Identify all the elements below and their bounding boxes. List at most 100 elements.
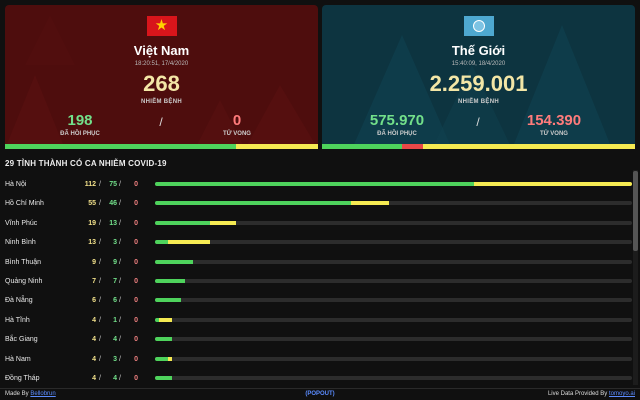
province-row[interactable]: Ninh Bình 13/3/0: [0, 236, 640, 250]
vietnam-recovered-label: ĐÃ HỒI PHỤC: [60, 131, 100, 137]
province-cases: 112: [84, 181, 96, 188]
live-data-link[interactable]: tomoyo.ai: [608, 391, 635, 397]
province-recovered: 13: [109, 219, 117, 227]
province-cases: 4: [92, 375, 96, 382]
province-bar-recovered: [155, 356, 168, 361]
vietnam-title: Việt Nam: [133, 43, 190, 58]
province-name: Hà Nam: [5, 355, 31, 363]
province-bar-active: [159, 317, 173, 322]
strip-segment-deaths: [401, 144, 424, 149]
strip-segment-recovered: [5, 144, 237, 149]
province-list-scrollbar[interactable]: [633, 170, 638, 385]
province-separator: /: [119, 258, 121, 266]
province-bar-active: [350, 201, 390, 206]
vietnam-recovered: 198 ĐÃ HỒI PHỤC: [20, 112, 140, 137]
province-cases: 7: [92, 278, 96, 285]
world-total-cases: 2.259.001: [429, 71, 528, 96]
province-separator: /: [99, 375, 101, 382]
province-cases: 9: [92, 258, 96, 266]
province-cases: 4: [92, 316, 96, 324]
province-name: Hồ Chí Minh: [5, 200, 44, 208]
province-separator: /: [119, 355, 121, 363]
province-cases: 55: [88, 200, 96, 208]
live-data-prefix: Live Data Provided By: [547, 391, 608, 397]
province-bar-recovered: [155, 376, 173, 380]
province-name: Đồng Tháp: [5, 375, 40, 382]
province-name: Hà Nội: [5, 181, 27, 188]
province-deaths: 0: [134, 336, 138, 344]
world-cases-label: NHIỄM BỆNH: [457, 99, 499, 105]
province-separator: /: [99, 219, 101, 227]
province-row[interactable]: Hà Tĩnh 4/1/0: [0, 314, 640, 328]
province-recovered: 6: [113, 297, 117, 305]
vietnam-progress-strip: [5, 144, 318, 149]
province-bar-active: [210, 220, 236, 225]
province-separator: /: [99, 336, 101, 344]
province-cases: 4: [92, 336, 96, 344]
province-recovered: 1: [113, 316, 117, 324]
province-bar-active: [167, 240, 211, 245]
province-bar: [155, 182, 632, 186]
province-recovered: 46: [109, 200, 117, 208]
province-name: Quảng Ninh: [5, 278, 43, 285]
strip-segment-recovered: [322, 144, 402, 149]
province-bar-recovered: [155, 298, 181, 303]
province-row[interactable]: Vĩnh Phúc 19/13/0: [0, 217, 640, 231]
province-recovered: 4: [113, 336, 117, 344]
province-deaths: 0: [134, 219, 138, 227]
province-cases: 13: [88, 239, 96, 247]
province-bar: [155, 298, 632, 303]
province-row[interactable]: Đà Nẵng 6/6/0: [0, 294, 640, 308]
popout-link[interactable]: (POPOUT): [305, 391, 335, 397]
province-list-scroll-thumb[interactable]: [633, 171, 638, 251]
world-deaths-label: TỬ VONG: [540, 131, 568, 137]
province-separator: /: [119, 239, 121, 247]
province-bar-recovered: [155, 317, 160, 322]
world-card: Thế Giới 15:40:09, 18/4/2020 2.259.001 N…: [322, 5, 635, 149]
world-recovered-label: ĐÃ HỒI PHỤC: [377, 131, 417, 137]
province-separator: /: [119, 336, 121, 344]
world-recovered-value: 575.970: [369, 112, 425, 129]
province-row[interactable]: Hồ Chí Minh 55/46/0: [0, 197, 640, 211]
province-row[interactable]: Bình Thuận 9/9/0: [0, 256, 640, 270]
province-row[interactable]: Bắc Giang 4/4/0: [0, 333, 640, 347]
province-row[interactable]: Quảng Ninh 7/7/0: [0, 275, 640, 289]
province-separator: /: [119, 375, 121, 382]
footer: Made By Bellobrun (POPOUT) Live Data Pro…: [0, 388, 640, 400]
vietnam-deaths-label: TỬ VONG: [223, 131, 251, 137]
province-row[interactable]: Hà Nội 112/75/0: [0, 178, 640, 192]
province-recovered: 7: [113, 278, 117, 285]
province-name: Bình Thuận: [5, 258, 42, 266]
card-background-pattern: [5, 15, 318, 149]
made-by-link[interactable]: Bellobrun: [30, 391, 56, 397]
province-name: Hà Tĩnh: [5, 316, 30, 324]
province-recovered: 4: [113, 375, 117, 382]
province-bar-recovered: [155, 220, 211, 225]
province-recovered: 9: [113, 258, 117, 266]
province-separator: /: [99, 258, 101, 266]
province-deaths: 0: [134, 297, 138, 305]
world-deaths-value: 154.390: [526, 112, 582, 129]
world-deaths: 154.390 TỬ VONG: [494, 112, 614, 137]
province-deaths: 0: [134, 278, 138, 285]
province-separator: /: [99, 200, 101, 208]
province-row[interactable]: Đồng Tháp 4/4/0: [0, 372, 640, 386]
vietnam-card: ★ Việt Nam 18:20:51, 17/4/2020 268 NHIỄM…: [5, 5, 318, 149]
province-row[interactable]: Hà Nam 4/3/0: [0, 353, 640, 367]
province-bar: [155, 337, 632, 342]
province-bar: [155, 356, 632, 361]
province-bar-active: [167, 356, 173, 361]
province-cases: 4: [92, 355, 96, 363]
province-bar: [155, 259, 632, 264]
province-bar: [155, 376, 632, 380]
province-bar-recovered: [155, 337, 173, 342]
united-nations-flag-icon: [463, 16, 494, 36]
province-separator: /: [99, 297, 101, 305]
province-separator: /: [99, 239, 101, 247]
province-bar-recovered: [155, 240, 168, 245]
provinces-section-title: 29 TỈNH THÀNH CÓ CA NHIỄM COVID-19: [5, 159, 167, 168]
province-bar-recovered: [155, 259, 194, 264]
world-progress-strip: [322, 144, 635, 149]
province-bar-recovered: [155, 182, 475, 186]
province-bar: [155, 279, 632, 283]
